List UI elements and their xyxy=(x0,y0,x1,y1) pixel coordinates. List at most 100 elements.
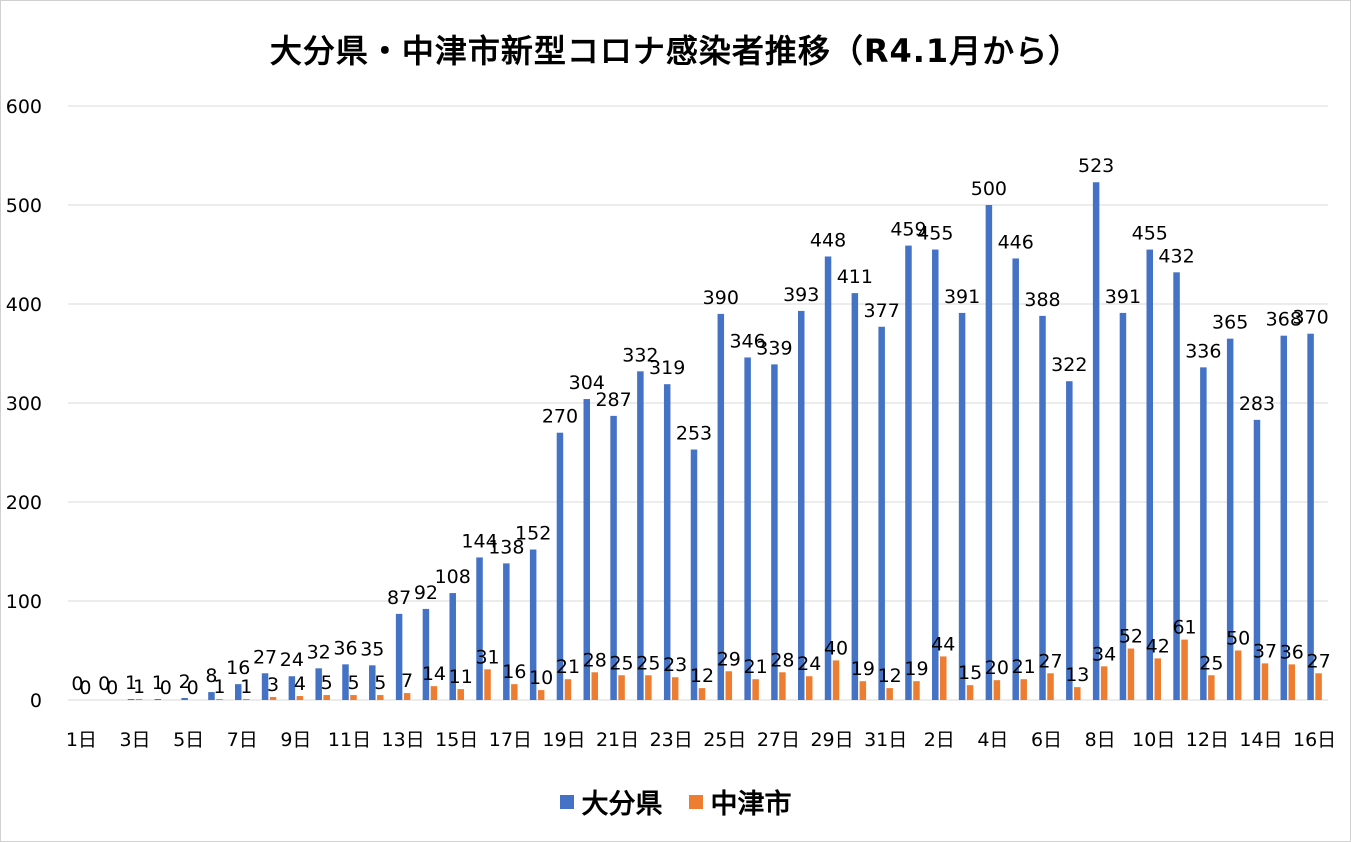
bar-oita xyxy=(1092,182,1100,701)
bar-nakatsu xyxy=(269,697,277,700)
data-label-oita: 448 xyxy=(810,229,846,251)
data-label-oita: 500 xyxy=(971,178,1007,200)
x-tick-label: 6日 xyxy=(1031,729,1062,751)
bar-nakatsu xyxy=(537,690,545,700)
bar-oita xyxy=(690,449,698,700)
bar-oita xyxy=(261,673,269,700)
bar-oita xyxy=(476,557,483,700)
data-label-oita: 304 xyxy=(569,372,605,394)
data-label-oita: 322 xyxy=(1051,354,1087,376)
data-label-nakatsu: 0 xyxy=(79,677,91,699)
data-label-oita: 36 xyxy=(333,637,357,659)
bar-nakatsu xyxy=(1288,664,1296,700)
bar-nakatsu xyxy=(940,656,947,700)
bar-nakatsu xyxy=(1154,658,1161,700)
data-label-oita: 455 xyxy=(1132,223,1168,245)
data-label-oita: 388 xyxy=(1024,289,1060,311)
data-label-nakatsu: 5 xyxy=(374,672,386,694)
bar-nakatsu xyxy=(1127,648,1135,700)
bar-nakatsu xyxy=(1100,666,1108,700)
x-tick-label: 21日 xyxy=(596,729,639,751)
data-label-nakatsu: 37 xyxy=(1253,640,1277,662)
x-tick-label: 15日 xyxy=(435,729,478,751)
y-tick-label: 0 xyxy=(30,690,42,712)
bar-nakatsu xyxy=(913,681,920,700)
bar-nakatsu xyxy=(564,679,572,700)
bar-oita xyxy=(717,313,725,700)
bar-nakatsu xyxy=(618,675,625,700)
x-tick-label: 25日 xyxy=(703,729,746,751)
data-label-nakatsu: 21 xyxy=(556,656,580,678)
y-tick-label: 400 xyxy=(6,294,42,316)
bar-oita xyxy=(208,692,215,700)
bar-nakatsu xyxy=(752,679,759,700)
bar-oita xyxy=(610,415,617,700)
bar-oita xyxy=(1226,338,1234,700)
legend-swatch-nakatsu xyxy=(688,794,703,809)
bar-oita xyxy=(1146,249,1153,701)
bar-nakatsu xyxy=(1234,650,1242,700)
bar-nakatsu xyxy=(698,688,706,700)
x-tick-label: 8日 xyxy=(1085,729,1116,751)
data-label-oita: 108 xyxy=(435,566,471,588)
bar-nakatsu xyxy=(832,660,840,700)
data-label-nakatsu: 5 xyxy=(321,672,333,694)
data-label-oita: 336 xyxy=(1185,340,1221,362)
data-label-nakatsu: 31 xyxy=(475,646,499,668)
data-label-nakatsu: 16 xyxy=(502,661,526,683)
y-tick-label: 500 xyxy=(6,195,42,217)
bar-nakatsu xyxy=(484,669,491,700)
data-label-oita: 391 xyxy=(944,286,980,308)
data-label-oita: 287 xyxy=(595,389,631,411)
bar-nakatsu xyxy=(725,671,733,700)
legend-swatch-oita xyxy=(559,794,574,809)
data-label-oita: 368 xyxy=(1266,309,1302,331)
bar-oita xyxy=(395,613,403,700)
y-tick-label: 100 xyxy=(6,591,42,613)
bar-oita xyxy=(583,399,591,700)
bar-oita xyxy=(637,371,644,700)
bar-oita xyxy=(1012,258,1019,700)
bar-oita xyxy=(315,668,322,700)
data-label-nakatsu: 12 xyxy=(690,665,714,687)
bar-oita xyxy=(985,205,993,700)
data-label-nakatsu: 25 xyxy=(1199,652,1223,674)
data-label-nakatsu: 4 xyxy=(294,673,306,695)
x-tick-label: 12日 xyxy=(1186,729,1229,751)
bar-oita xyxy=(1119,312,1127,700)
data-label-oita: 446 xyxy=(998,231,1034,253)
bar-oita xyxy=(556,432,564,700)
bar-nakatsu xyxy=(323,695,330,700)
data-label-nakatsu: 20 xyxy=(985,657,1009,679)
bar-oita xyxy=(958,312,966,700)
data-label-nakatsu: 1 xyxy=(133,676,145,698)
bar-oita xyxy=(744,357,751,700)
bar-nakatsu xyxy=(1261,663,1269,700)
legend-label-oita: 大分県 xyxy=(581,789,663,820)
bar-nakatsu xyxy=(457,689,464,700)
data-label-oita: 1 xyxy=(125,672,137,694)
bar-nakatsu xyxy=(1181,639,1188,700)
data-label-oita: 16 xyxy=(226,657,250,679)
bar-oita xyxy=(235,684,242,700)
bar-nakatsu xyxy=(591,672,599,700)
x-tick-label: 19日 xyxy=(542,729,585,751)
bar-nakatsu xyxy=(1074,687,1081,700)
x-tick-label: 17日 xyxy=(489,729,532,751)
data-label-nakatsu: 0 xyxy=(106,677,118,699)
bar-nakatsu xyxy=(1208,675,1215,700)
data-label-oita: 0 xyxy=(71,673,83,695)
x-tick-label: 9日 xyxy=(280,729,311,751)
data-label-oita: 2 xyxy=(179,671,191,693)
data-label-nakatsu: 19 xyxy=(851,658,875,680)
data-label-nakatsu: 13 xyxy=(1065,664,1089,686)
bar-nakatsu xyxy=(671,677,679,700)
data-label-nakatsu: 25 xyxy=(636,652,660,674)
bar-nakatsu xyxy=(135,699,143,700)
bar-oita xyxy=(905,245,912,700)
bar-nakatsu xyxy=(296,696,304,700)
data-label-nakatsu: 25 xyxy=(609,652,633,674)
bar-oita xyxy=(127,699,135,700)
data-label-oita: 455 xyxy=(917,223,953,245)
x-tick-label: 27日 xyxy=(757,729,800,751)
